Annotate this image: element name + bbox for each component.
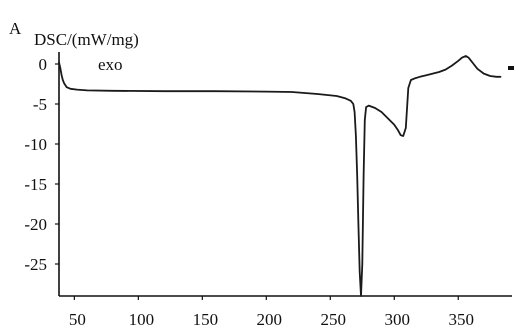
x-tick-label: 300 bbox=[385, 310, 411, 329]
y-axis-label: DSC/(mW/mg) bbox=[34, 30, 139, 49]
y-tick-label: -20 bbox=[24, 215, 47, 234]
y-tick-label: -5 bbox=[33, 95, 47, 114]
dsc-curve bbox=[58, 55, 502, 297]
x-tick-label: 150 bbox=[193, 310, 219, 329]
x-tick-label: 100 bbox=[129, 310, 155, 329]
end-marker bbox=[508, 66, 514, 70]
y-tick-label: 0 bbox=[39, 55, 48, 74]
x-ticks-group: 50 100 150 200 250 300 350 bbox=[69, 296, 474, 329]
axes-group bbox=[58, 52, 512, 297]
x-tick-label: 250 bbox=[321, 310, 347, 329]
y-tick-label: -10 bbox=[24, 135, 47, 154]
x-tick-label: 350 bbox=[449, 310, 475, 329]
x-tick-label: 200 bbox=[257, 310, 283, 329]
x-tick-label: 50 bbox=[69, 310, 86, 329]
y-tick-label: -15 bbox=[24, 175, 47, 194]
y-ticks-group: 0 -5 -10 -15 -20 -25 bbox=[24, 55, 59, 274]
y-tick-label: -25 bbox=[24, 255, 47, 274]
exo-annotation: exo bbox=[98, 55, 123, 74]
panel-label: A bbox=[9, 19, 22, 38]
